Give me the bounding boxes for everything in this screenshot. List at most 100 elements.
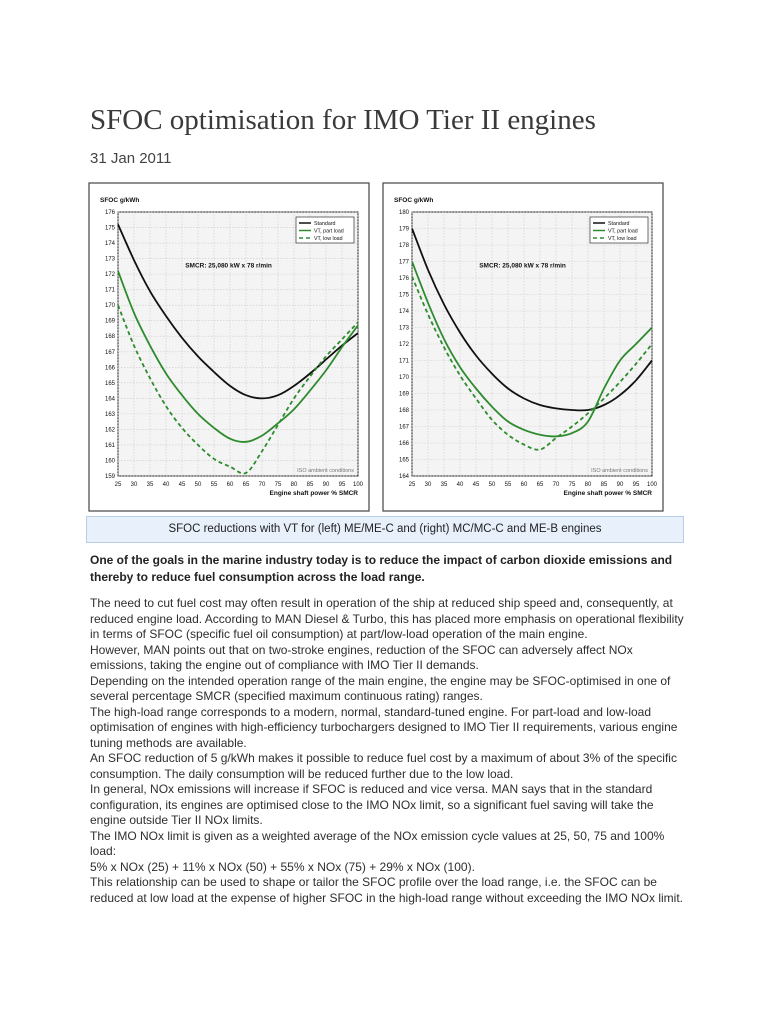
x-tick-label: 45 — [473, 482, 480, 488]
series-line — [117, 270, 359, 443]
y-tick-label: 169 — [105, 319, 116, 325]
smcr-annotation: SMCR: 25,080 kW x 78 r/min — [479, 262, 566, 269]
y-tick-label: 164 — [399, 474, 410, 480]
x-tick-label: 30 — [425, 482, 432, 488]
x-axis-title: Engine shaft power % SMCR — [270, 490, 359, 497]
x-tick-label: 65 — [243, 482, 250, 488]
y-tick-label: 171 — [399, 359, 410, 365]
body-paragraph: The need to cut fuel cost may often resu… — [90, 596, 684, 641]
body-paragraph: The high-load range corresponds to a mod… — [90, 704, 678, 750]
y-tick-label: 160 — [105, 458, 116, 464]
y-axis-title: SFOC g/kWh — [394, 197, 433, 204]
body-paragraph: This relationship can be used to shape o… — [90, 875, 683, 905]
plot-area — [117, 211, 359, 477]
y-tick-label: 163 — [105, 412, 116, 418]
y-tick-label: 176 — [105, 210, 116, 216]
y-tick-label: 161 — [105, 443, 116, 449]
y-tick-label: 173 — [105, 257, 116, 263]
x-tick-label: 50 — [489, 482, 496, 488]
x-tick-label: 75 — [569, 482, 576, 488]
x-tick-label: 45 — [179, 482, 186, 488]
y-tick-label: 177 — [399, 260, 410, 266]
y-tick-label: 174 — [399, 309, 410, 315]
series-line — [117, 304, 359, 475]
y-tick-label: 166 — [399, 441, 410, 447]
figure: 25 30 35 40 45 50 55 60 65 70 75 80 85 90 95 100 159 160 1… — [88, 182, 685, 512]
x-tick-label: 95 — [339, 482, 346, 488]
series-line — [411, 261, 653, 438]
legend-label: VT, part load — [608, 229, 638, 235]
y-tick-label: 176 — [399, 276, 410, 282]
x-tick-label: 25 — [409, 482, 416, 488]
x-tick-label: 65 — [537, 482, 544, 488]
legend-label: Standard — [608, 221, 630, 227]
y-tick-label: 167 — [399, 425, 410, 431]
body-paragraph: In general, NOx emissions will increase … — [90, 782, 654, 827]
x-tick-label: 85 — [307, 482, 314, 488]
y-tick-label: 168 — [105, 334, 116, 340]
figure-caption: SFOC reductions with VT for (left) ME/ME… — [86, 516, 684, 543]
legend-label: Standard — [314, 221, 336, 227]
y-tick-label: 174 — [105, 241, 116, 247]
x-tick-label: 75 — [275, 482, 282, 488]
ambient-note: ISO ambient conditions — [297, 468, 354, 474]
body-paragraph: An SFOC reduction of 5 g/kWh makes it po… — [90, 751, 677, 781]
series-line — [411, 276, 653, 451]
y-tick-label: 166 — [105, 365, 116, 371]
article-body: The need to cut fuel cost may often resu… — [90, 596, 686, 906]
y-tick-label: 173 — [399, 326, 410, 332]
x-tick-label: 25 — [115, 482, 122, 488]
x-tick-label: 55 — [505, 482, 512, 488]
article-date: 31 Jan 2011 — [90, 150, 172, 167]
legend-label: VT, low load — [608, 236, 637, 242]
x-tick-label: 80 — [291, 482, 298, 488]
y-tick-label: 172 — [105, 272, 116, 278]
x-tick-label: 30 — [131, 482, 138, 488]
y-tick-label: 178 — [399, 243, 410, 249]
x-tick-label: 40 — [457, 482, 464, 488]
x-tick-label: 35 — [441, 482, 448, 488]
x-tick-label: 95 — [633, 482, 640, 488]
sfoc-chart-right: 25 30 35 40 45 50 55 60 65 70 75 80 85 90 95 100 164 165 1… — [382, 182, 664, 512]
y-tick-label: 171 — [105, 288, 116, 294]
x-tick-label: 90 — [617, 482, 624, 488]
smcr-annotation: SMCR: 25,080 kW x 78 r/min — [185, 262, 272, 269]
x-tick-label: 100 — [647, 482, 658, 488]
y-tick-label: 162 — [105, 427, 116, 433]
body-paragraph: The IMO NOx limit is given as a weighted… — [90, 828, 665, 859]
y-tick-label: 175 — [399, 293, 410, 299]
x-axis-title: Engine shaft power % SMCR — [564, 490, 653, 497]
y-tick-label: 168 — [399, 408, 410, 414]
body-paragraph: Depending on the intended operation rang… — [90, 673, 671, 704]
x-tick-label: 50 — [195, 482, 202, 488]
x-tick-label: 55 — [211, 482, 218, 488]
y-tick-label: 170 — [399, 375, 410, 381]
x-tick-label: 90 — [323, 482, 330, 488]
x-tick-label: 85 — [601, 482, 608, 488]
series-line — [117, 224, 359, 400]
x-tick-label: 60 — [521, 482, 528, 488]
y-tick-label: 169 — [399, 392, 410, 398]
y-tick-label: 179 — [399, 227, 410, 233]
x-tick-label: 35 — [147, 482, 154, 488]
y-tick-label: 175 — [105, 226, 116, 232]
x-tick-label: 60 — [227, 482, 234, 488]
y-tick-label: 180 — [399, 210, 410, 216]
x-tick-label: 100 — [353, 482, 364, 488]
body-paragraph: However, MAN points out that on two-stro… — [90, 642, 633, 673]
y-tick-label: 167 — [105, 350, 116, 356]
y-tick-label: 164 — [105, 396, 116, 402]
legend-label: VT, part load — [314, 229, 344, 235]
series-line — [411, 228, 653, 412]
legend-label: VT, low load — [314, 236, 343, 242]
y-tick-label: 165 — [399, 458, 410, 464]
ambient-note: ISO ambient conditions — [591, 468, 648, 474]
sfoc-chart-left: 25 30 35 40 45 50 55 60 65 70 75 80 85 90 95 100 159 160 1… — [88, 182, 370, 512]
body-paragraph: 5% x NOx (25) + 11% x NOx (50) + 55% x N… — [90, 859, 475, 874]
x-tick-label: 70 — [553, 482, 560, 488]
x-tick-label: 40 — [163, 482, 170, 488]
y-tick-label: 159 — [105, 474, 116, 480]
y-axis-title: SFOC g/kWh — [100, 197, 139, 204]
y-tick-label: 165 — [105, 381, 116, 387]
y-tick-label: 172 — [399, 342, 410, 348]
